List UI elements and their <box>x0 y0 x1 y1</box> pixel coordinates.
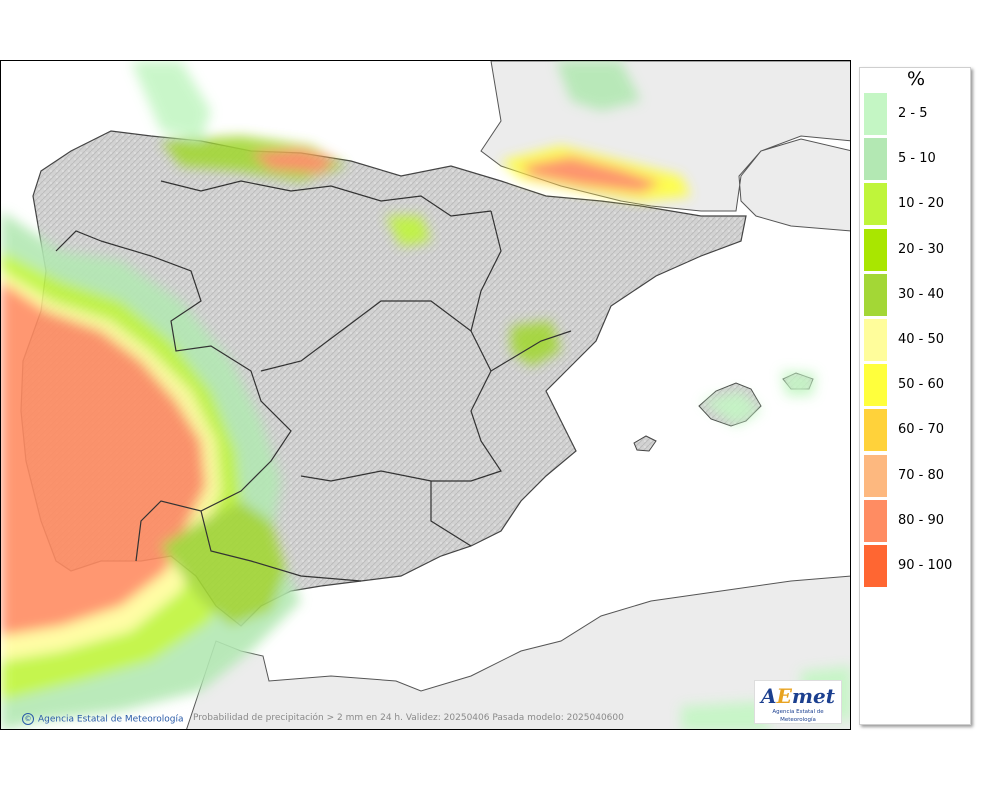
map-panel <box>0 60 851 730</box>
legend-item: 70 - 80 <box>864 454 968 497</box>
legend-panel: % 2 - 5 5 - 10 10 - 20 20 - 30 30 - 40 40 - 5… <box>859 67 971 725</box>
legend-item: 2 - 5 <box>864 93 968 135</box>
legend-swatch <box>864 273 887 316</box>
legend-label: 70 - 80 <box>898 467 945 483</box>
legend-label: 80 - 90 <box>898 512 945 528</box>
legend-label: 50 - 60 <box>898 377 945 393</box>
legend-swatch <box>864 364 887 407</box>
legend-swatch <box>864 409 887 452</box>
legend-swatch <box>864 138 887 181</box>
legend-swatch <box>864 183 887 226</box>
legend-label: 40 - 50 <box>898 332 945 347</box>
agency-credit-text: Agencia Estatal de Meteorología <box>38 714 184 725</box>
legend-swatch <box>864 454 887 497</box>
legend-label: 10 - 20 <box>898 196 945 212</box>
aemet-logo-subtitle: Agencia Estatal de Meteorología <box>772 709 824 723</box>
aemet-logo-word: AEmet <box>761 684 835 708</box>
legend-item: 5 - 10 <box>864 138 968 181</box>
africa-land <box>186 575 850 729</box>
legend-item: 90 - 100 <box>864 545 968 587</box>
legend-swatch <box>864 93 887 135</box>
region-borders <box>55 180 572 582</box>
copyright-icon: © <box>22 713 34 725</box>
legend-label: 90 - 100 <box>898 558 953 573</box>
legend-label: 60 - 70 <box>898 422 945 438</box>
legend-label: 5 - 10 <box>898 151 936 167</box>
legend-item: 40 - 50 <box>864 319 968 361</box>
legend-swatch <box>864 499 887 542</box>
agency-credit: © Agencia Estatal de Meteorología <box>22 713 184 725</box>
legend-swatch <box>864 319 887 361</box>
legend-title: % <box>906 68 926 90</box>
probability-shading <box>1 61 850 729</box>
precipitation-map <box>1 61 850 729</box>
legend-swatch <box>864 545 887 587</box>
ibiza <box>633 435 657 452</box>
legend-item: 80 - 90 <box>864 499 968 542</box>
legend-label: 20 - 30 <box>898 241 945 257</box>
legend-item: 30 - 40 <box>864 273 968 316</box>
legend-item: 50 - 60 <box>864 364 968 407</box>
legend-swatch <box>864 228 887 271</box>
legend-label: 30 - 40 <box>898 286 945 302</box>
legend-label: 2 - 5 <box>898 106 928 121</box>
legend-item: 10 - 20 <box>864 183 968 226</box>
aemet-logo: AEmet Agencia Estatal de Meteorología <box>754 680 842 724</box>
legend-item: 60 - 70 <box>864 409 968 452</box>
map-caption: Probabilidad de precipitación > 2 mm en … <box>193 713 624 723</box>
legend-item: 20 - 30 <box>864 228 968 271</box>
